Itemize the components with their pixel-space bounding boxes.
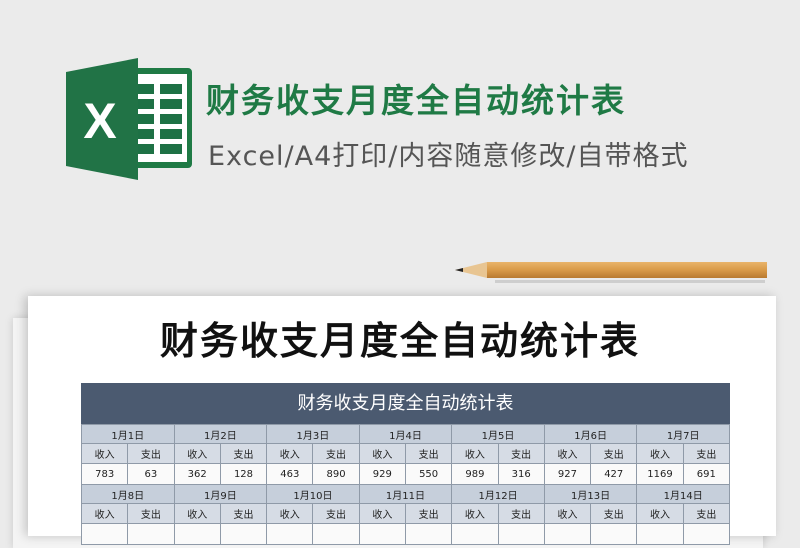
date-cell[interactable]: 1月3日	[266, 424, 360, 444]
expense-value-cell[interactable]	[404, 523, 453, 545]
expense-label-cell[interactable]: 支出	[682, 443, 731, 464]
expense-value-cell[interactable]: 316	[497, 463, 545, 485]
expense-label-cell[interactable]: 支出	[682, 503, 731, 524]
expense-label-cell[interactable]: 支出	[404, 443, 453, 464]
date-cell[interactable]: 1月9日	[173, 484, 268, 504]
expense-value-cell[interactable]	[219, 523, 268, 545]
expense-value-cell[interactable]	[682, 523, 731, 545]
document-title: 财务收支月度全自动统计表	[159, 318, 640, 363]
date-cell[interactable]: 1月5日	[451, 424, 545, 444]
income-value-cell[interactable]	[358, 523, 406, 545]
pencil-icon	[455, 262, 767, 283]
date-cell[interactable]: 1月7日	[636, 424, 730, 444]
banner-title: 财务收支月度全自动统计表	[206, 81, 626, 120]
income-value-cell[interactable]	[543, 523, 592, 545]
income-label-cell[interactable]: 收入	[636, 503, 684, 524]
income-label-cell[interactable]: 收入	[543, 443, 592, 464]
label-row: 收入 支出 收入 支出 收入 支出 收入 支出 收入 支出 收入 支出 收入 支出	[80, 443, 731, 464]
date-cell[interactable]: 1月12日	[451, 484, 545, 504]
label-row: 收入 支出 收入 支出 收入 支出 收入 支出 收入 支出 收入 支出 收入 支出	[80, 503, 731, 524]
income-label-cell[interactable]: 收入	[173, 503, 221, 524]
expense-value-cell[interactable]: 63	[127, 463, 175, 485]
date-cell[interactable]: 1月11日	[358, 484, 453, 504]
expense-label-cell[interactable]: 支出	[219, 443, 268, 464]
income-value-cell[interactable]	[173, 523, 221, 545]
income-label-cell[interactable]: 收入	[80, 443, 129, 464]
finance-table: 1月1日 1月2日 1月3日 1月4日 1月5日 1月6日 1月7日 收入 支出 收入 支出 收入 支出…	[80, 424, 731, 545]
income-value-cell[interactable]: 463	[266, 463, 314, 485]
expense-value-cell[interactable]	[497, 523, 545, 545]
date-cell[interactable]: 1月6日	[543, 424, 638, 444]
income-label-cell[interactable]: 收入	[266, 443, 314, 464]
expense-value-cell[interactable]	[312, 523, 360, 545]
income-value-cell[interactable]: 989	[451, 463, 499, 485]
date-cell[interactable]: 1月8日	[81, 484, 175, 504]
expense-label-cell[interactable]: 支出	[219, 503, 268, 524]
expense-label-cell[interactable]: 支出	[590, 443, 638, 464]
expense-label-cell[interactable]: 支出	[590, 503, 638, 524]
income-value-cell[interactable]	[266, 523, 314, 545]
income-value-cell[interactable]: 362	[173, 463, 221, 485]
income-label-cell[interactable]: 收入	[451, 443, 499, 464]
income-value-cell[interactable]	[451, 523, 499, 545]
expense-label-cell[interactable]: 支出	[312, 503, 360, 524]
income-label-cell[interactable]: 收入	[451, 503, 499, 524]
income-label-cell[interactable]: 收入	[358, 443, 406, 464]
expense-value-cell[interactable]	[590, 523, 638, 545]
date-cell[interactable]: 1月1日	[81, 424, 175, 444]
income-value-cell[interactable]	[636, 523, 684, 545]
expense-value-cell[interactable]: 691	[682, 463, 731, 485]
value-row: 783 63 362 128 463 890 929 550 989 316 927 427 1169 6…	[80, 463, 731, 485]
logo-letter: X	[83, 93, 116, 149]
expense-label-cell[interactable]: 支出	[127, 503, 175, 524]
date-cell[interactable]: 1月13日	[543, 484, 638, 504]
income-value-cell[interactable]: 927	[543, 463, 592, 485]
income-value-cell[interactable]	[80, 523, 129, 545]
income-value-cell[interactable]: 929	[358, 463, 406, 485]
income-label-cell[interactable]: 收入	[173, 443, 221, 464]
date-cell[interactable]: 1月14日	[636, 484, 730, 504]
expense-value-cell[interactable]: 890	[312, 463, 360, 485]
expense-label-cell[interactable]: 支出	[497, 503, 545, 524]
income-label-cell[interactable]: 收入	[266, 503, 314, 524]
expense-value-cell[interactable]: 427	[590, 463, 638, 485]
date-cell[interactable]: 1月10日	[266, 484, 360, 504]
income-label-cell[interactable]: 收入	[358, 503, 406, 524]
expense-value-cell[interactable]: 550	[404, 463, 453, 485]
spreadsheet: 财务收支月度全自动统计表 1月1日 1月2日 1月3日 1月4日 1月5日 1月6日 1月7…	[80, 383, 731, 545]
date-row: 1月8日 1月9日 1月10日 1月11日 1月12日 1月13日 1月14日	[81, 484, 730, 504]
income-value-cell[interactable]: 1169	[636, 463, 684, 485]
income-label-cell[interactable]: 收入	[80, 503, 129, 524]
expense-value-cell[interactable]: 128	[219, 463, 268, 485]
banner-subtitle: Excel/A4打印/内容随意修改/自带格式	[208, 141, 689, 172]
income-label-cell[interactable]: 收入	[543, 503, 592, 524]
value-row	[80, 523, 731, 545]
expense-label-cell[interactable]: 支出	[312, 443, 360, 464]
expense-label-cell[interactable]: 支出	[497, 443, 545, 464]
date-cell[interactable]: 1月4日	[358, 424, 453, 444]
excel-logo-icon: X	[66, 58, 192, 180]
date-row: 1月1日 1月2日 1月3日 1月4日 1月5日 1月6日 1月7日	[81, 424, 730, 444]
income-value-cell[interactable]: 783	[80, 463, 129, 485]
expense-label-cell[interactable]: 支出	[127, 443, 175, 464]
sheet-header: 财务收支月度全自动统计表	[81, 383, 730, 424]
income-label-cell[interactable]: 收入	[636, 443, 684, 464]
expense-value-cell[interactable]	[127, 523, 175, 545]
date-cell[interactable]: 1月2日	[173, 424, 268, 444]
expense-label-cell[interactable]: 支出	[404, 503, 453, 524]
